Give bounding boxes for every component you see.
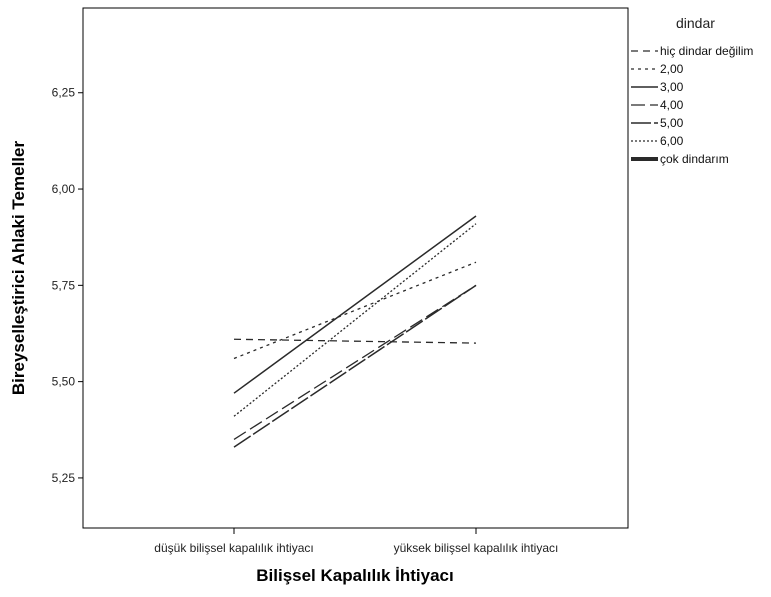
legend-item-label: 4,00: [660, 98, 684, 112]
series-line: [233, 284, 477, 440]
legend-item-label: hiç dindar değilim: [660, 44, 753, 58]
legend-item-label: 3,00: [660, 80, 684, 94]
series-line: [233, 284, 477, 448]
series-line: [233, 261, 477, 360]
legend-item-label: çok dindarım: [660, 152, 729, 166]
x-axis-title: Bilişsel Kapalılık İhtiyacı: [256, 566, 453, 585]
legend-item-label: 2,00: [660, 62, 684, 76]
x-axis: düşük bilişsel kapalılık ihtiyacı yüksek …: [154, 528, 558, 555]
y-tick-label: 5,50: [52, 375, 76, 389]
legend-item-label: 6,00: [660, 134, 684, 148]
x-tick-label: yüksek bilişsel kapalılık ihtiyacı: [394, 541, 559, 555]
y-axis: 5,25 5,50 5,75 6,00 6,25: [52, 86, 83, 485]
y-tick-label: 6,25: [52, 86, 76, 100]
series-lines: [233, 215, 477, 448]
x-tick-label: düşük bilişsel kapalılık ihtiyacı: [154, 541, 313, 555]
legend-title: dindar: [676, 15, 715, 31]
y-axis-title: Bireyselleştirici Ahlaki Temeller: [9, 141, 28, 396]
plot-area-frame: [82, 7, 629, 529]
series-line: [233, 223, 477, 417]
series-line: [233, 338, 477, 344]
series-line: [233, 215, 477, 394]
legend-item-label: 5,00: [660, 116, 684, 130]
legend: dindar hiç dindar değilim 2,00 3,00 4,00 5,0…: [631, 15, 753, 166]
y-tick-label: 5,25: [52, 471, 76, 485]
y-tick-label: 5,75: [52, 278, 76, 292]
y-tick-label: 6,00: [52, 182, 76, 196]
